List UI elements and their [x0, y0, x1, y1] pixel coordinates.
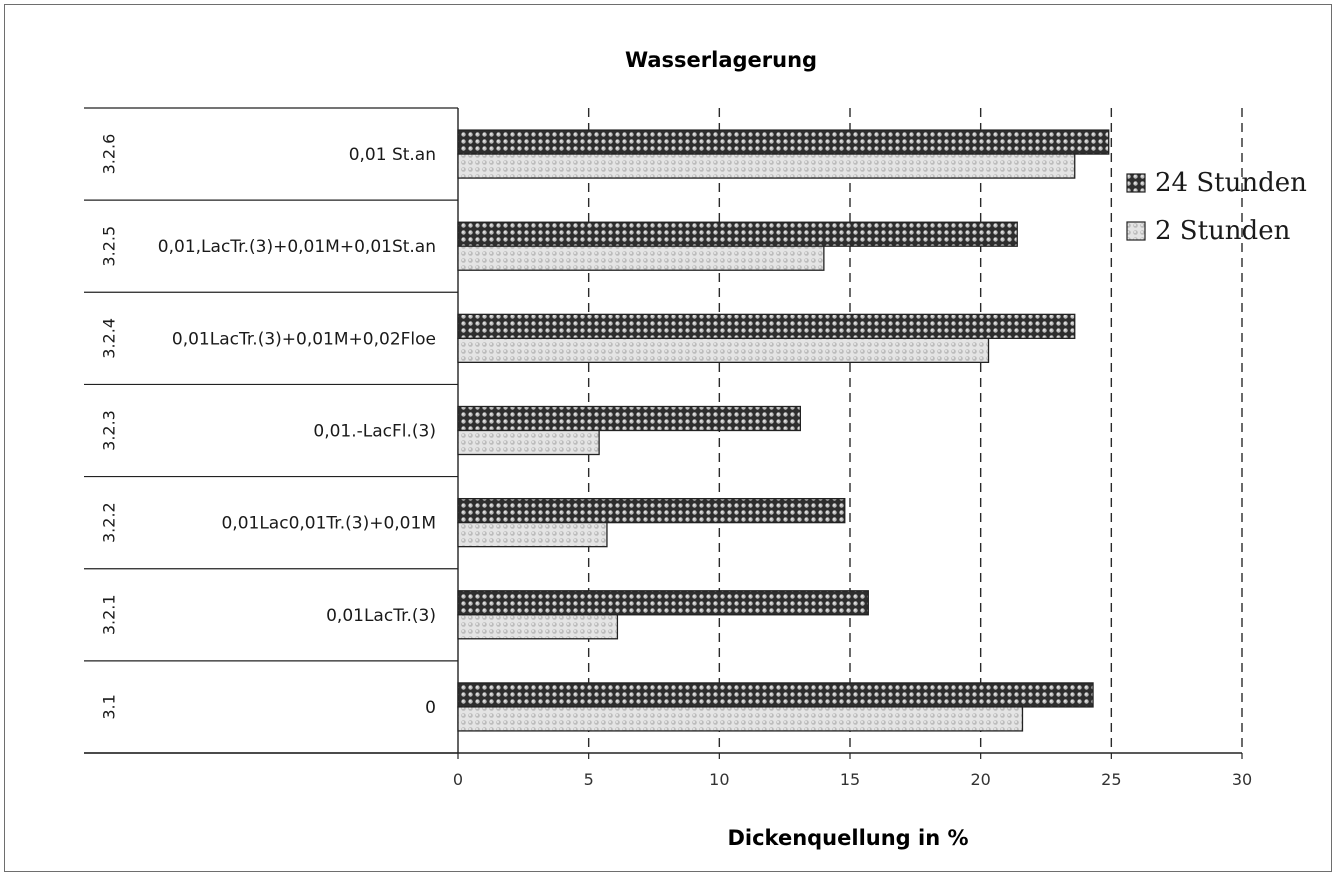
x-tick-label: 15	[840, 770, 860, 789]
category-label: 0,01 St.an	[349, 145, 436, 165]
bar-2h-3.2.4	[457, 337, 990, 364]
bar-24h-3.2.5	[457, 221, 1018, 247]
bar-24h-3.2.1	[457, 590, 869, 616]
x-axis-ticks: 0 5 10 15 20 25 30	[453, 753, 1252, 789]
category-label: 0,01LacTr.(3)+0,01M+0,02Floe	[172, 329, 436, 349]
bar-chart: Wasserlagerung 0,01 St.an 3.2.6 0,01,LacTr…	[84, 48, 1307, 850]
category-code: 3.2.6	[100, 134, 119, 175]
x-tick-label: 5	[584, 770, 594, 789]
category-code: 3.2.3	[100, 410, 119, 451]
bar-24h-3.2.4	[457, 313, 1076, 340]
category-label: 0,01,LacTr.(3)+0,01M+0,01St.an	[158, 237, 436, 257]
bar-24h-3.1	[457, 682, 1094, 708]
category-label: 0	[425, 698, 436, 718]
category-code: 3.2.2	[100, 502, 119, 543]
chart-title: Wasserlagerung	[625, 48, 817, 72]
bar-2h-3.1	[457, 706, 1024, 732]
category-code: 3.2.4	[100, 318, 119, 359]
bar-2h-3.2.6	[457, 153, 1076, 179]
x-tick-label: 10	[709, 770, 729, 789]
chart-frame: Wasserlagerung 0,01 St.an 3.2.6 0,01,LacTr…	[4, 4, 1332, 872]
category-code: 3.2.1	[100, 594, 119, 635]
bar-24h-3.2.6	[457, 129, 1110, 155]
category-code: 3.2.5	[100, 226, 119, 267]
bar-2h-3.2.3	[457, 429, 600, 456]
bars	[457, 129, 1110, 732]
category-label: 0,01LacTr.(3)	[326, 606, 436, 626]
x-tick-label: 30	[1232, 770, 1252, 789]
x-tick-label: 0	[453, 770, 463, 789]
x-axis-label: Dickenquellung in %	[727, 826, 968, 850]
category-label: 0,01.-LacFl.(3)	[313, 422, 436, 442]
legend-swatch-24h	[1126, 173, 1146, 193]
category-code: 3.1	[100, 694, 119, 719]
legend-label: 24 Stunden	[1155, 168, 1307, 198]
bar-24h-3.2.2	[457, 497, 846, 524]
category-table: 0,01 St.an 3.2.6 0,01,LacTr.(3)+0,01M+0,01…	[84, 107, 1242, 754]
legend-swatch-2h	[1126, 221, 1146, 241]
bar-2h-3.2.1	[457, 614, 619, 640]
legend: 24 Stunden 2 Stunden	[1126, 168, 1307, 246]
bar-24h-3.2.3	[457, 405, 801, 432]
bar-2h-3.2.2	[457, 521, 608, 548]
category-label: 0,01Lac0,01Tr.(3)+0,01M	[221, 514, 436, 534]
legend-label: 2 Stunden	[1155, 216, 1291, 246]
x-tick-label: 25	[1101, 770, 1121, 789]
bar-2h-3.2.5	[457, 245, 825, 271]
x-tick-label: 20	[970, 770, 990, 789]
